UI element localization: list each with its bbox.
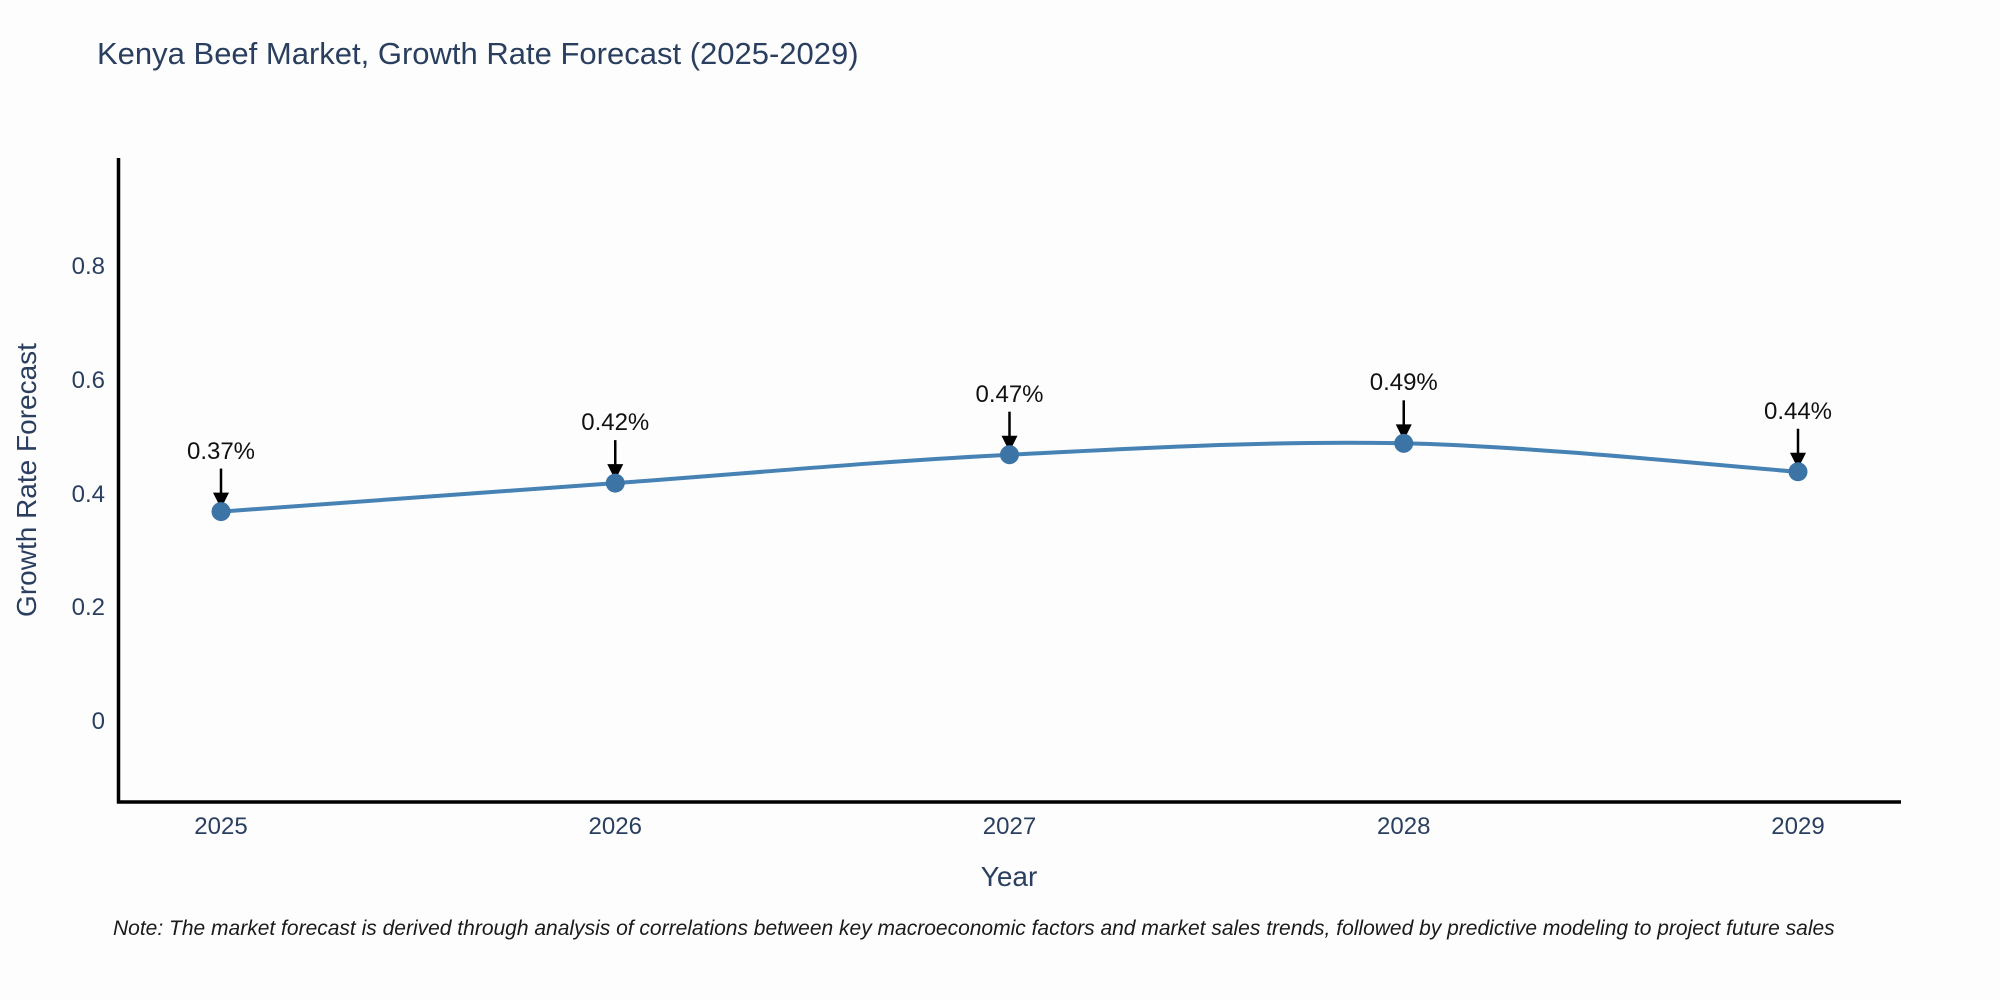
- footnote: Note: The market forecast is derived thr…: [113, 917, 1835, 940]
- data-point-2028[interactable]: [1394, 433, 1414, 453]
- annotation-arrow-head: [1790, 452, 1806, 469]
- x-tick-label: 2025: [194, 813, 248, 840]
- annotation-arrow-head: [213, 492, 229, 509]
- point-annotation: 0.47%: [975, 380, 1044, 408]
- annotation-arrow-head: [1395, 424, 1412, 441]
- x-tick-label: 2028: [1377, 813, 1431, 840]
- y-axis-title: Growth Rate Forecast: [11, 343, 42, 617]
- point-annotation: 0.42%: [581, 409, 650, 437]
- x-tick-label: 2029: [1771, 813, 1825, 840]
- data-point-2026[interactable]: [605, 473, 625, 493]
- point-annotation: 0.44%: [1763, 397, 1833, 425]
- y-tick-label: 0.8: [71, 253, 105, 280]
- x-tick-label: 2027: [982, 813, 1037, 840]
- data-point-2029[interactable]: [1788, 462, 1808, 482]
- data-point-2025[interactable]: [211, 502, 231, 522]
- y-tick-label: 0.6: [71, 366, 105, 394]
- annotation-arrow-head: [607, 464, 624, 481]
- y-tick-label: 0: [91, 708, 105, 735]
- data-point-2027[interactable]: [1000, 445, 1019, 465]
- x-tick-label: 2026: [588, 813, 642, 840]
- point-annotation: 0.49%: [1369, 369, 1438, 397]
- y-tick-label: 0.4: [71, 480, 105, 508]
- annotation-arrow-head: [1001, 435, 1018, 452]
- point-annotation: 0.37%: [186, 437, 256, 465]
- y-tick-label: 0.2: [71, 594, 105, 622]
- x-axis-title: Year: [980, 861, 1038, 892]
- chart-title: Kenya Beef Market, Growth Rate Forecast …: [97, 36, 859, 71]
